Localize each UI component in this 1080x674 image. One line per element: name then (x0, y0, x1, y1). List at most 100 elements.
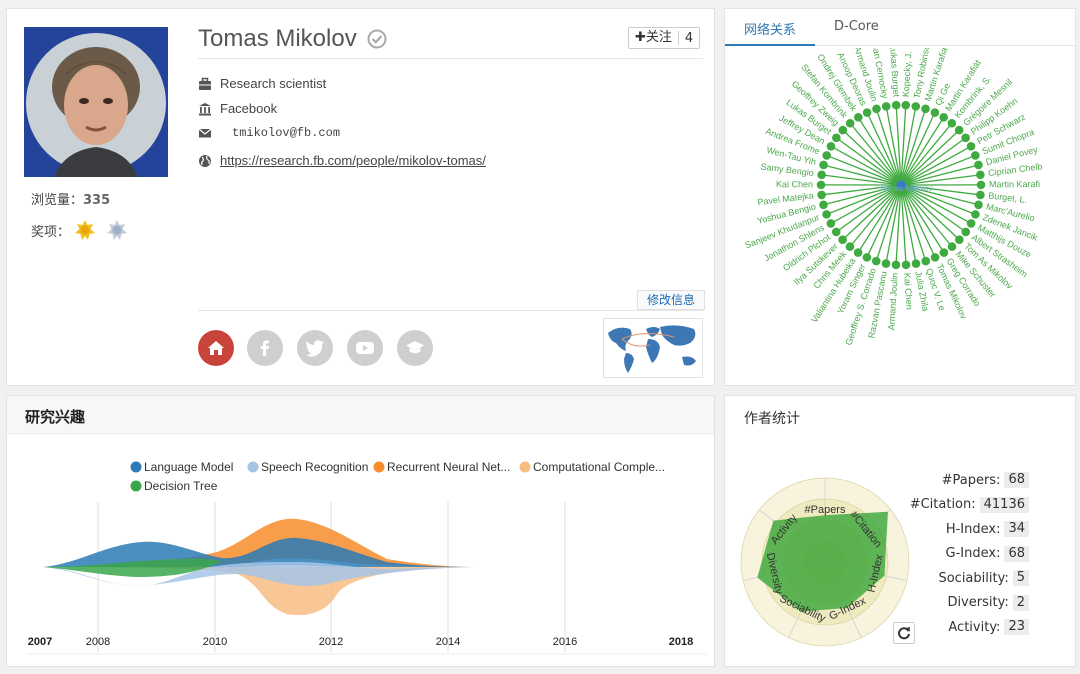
coauthor-node[interactable] (961, 133, 970, 143)
coauthor-node[interactable] (817, 170, 826, 180)
coauthor-node[interactable] (845, 242, 855, 251)
coauthor-node[interactable] (832, 133, 841, 143)
coauthor-node[interactable] (862, 253, 872, 262)
coauthor-link (826, 184, 902, 215)
coauthor-label[interactable]: Kopecky, J. (901, 51, 914, 97)
edit-info-button[interactable]: 修改信息 (637, 290, 706, 310)
coauthor-link (866, 184, 902, 258)
coauthor-link (900, 129, 960, 186)
coauthor-node[interactable] (976, 190, 985, 200)
legend-item[interactable]: Decision Tree (130, 479, 218, 493)
twitter-button[interactable] (297, 330, 333, 366)
coauthor-node[interactable] (961, 227, 971, 237)
legend-label: Computational Comple... (533, 460, 665, 474)
follow-button[interactable]: ✚关注 4 (628, 27, 701, 49)
coauthor-node[interactable] (891, 100, 901, 110)
coauthor-link (900, 184, 907, 265)
coauthor-node[interactable] (881, 259, 891, 268)
coauthor-node[interactable] (822, 210, 831, 219)
coauthor-node[interactable] (816, 180, 826, 190)
views-value: 335 (83, 193, 111, 208)
youtube-button[interactable] (347, 330, 383, 366)
coauthor-label[interactable]: Kai Chen (776, 179, 813, 189)
tab-network[interactable]: 网络关系 (744, 23, 797, 38)
coauthor-node[interactable] (831, 227, 841, 237)
stream-speech-recognition[interactable] (43, 562, 477, 586)
legend-item[interactable]: Speech Recognition (247, 460, 369, 474)
coauthor-node[interactable] (891, 260, 901, 270)
coauthor-link (830, 145, 902, 186)
coauthor-node[interactable] (853, 113, 863, 122)
refresh-button[interactable] (893, 622, 915, 644)
position-row: Research scientist (198, 76, 326, 91)
coauthor-node[interactable] (845, 118, 855, 128)
coauthor-node[interactable] (955, 235, 964, 245)
divider (198, 310, 703, 311)
coauthor-node[interactable] (976, 180, 986, 190)
interest-streamgraph[interactable]: Language Model Speech Recognition Recurren… (7, 434, 714, 666)
coauthor-link (900, 108, 927, 186)
coauthor-node[interactable] (911, 102, 921, 111)
coauthor-node[interactable] (939, 113, 949, 122)
coauthor-node[interactable] (947, 242, 957, 251)
legend-item[interactable]: Computational Comple... (519, 460, 666, 474)
coauthor-node[interactable] (966, 219, 976, 228)
coauthor-node[interactable] (819, 200, 828, 210)
coauthor-node[interactable] (826, 142, 836, 151)
profile-photo (24, 27, 168, 177)
homepage-link[interactable]: https://research.fb.com/people/mikolov-t… (220, 153, 486, 168)
coauthor-node[interactable] (881, 102, 891, 111)
coauthor-node[interactable] (974, 160, 983, 170)
coauthor-label[interactable]: Lukas Burget (888, 48, 901, 98)
coauthor-node[interactable] (954, 125, 964, 135)
coauthor-node[interactable] (921, 104, 930, 114)
coauthor-label[interactable]: Burget, L. (988, 190, 1028, 205)
stream-decision-tree[interactable] (43, 558, 222, 577)
world-map[interactable] (603, 318, 703, 378)
coauthor-node[interactable] (911, 259, 921, 268)
coauthor-node[interactable] (971, 210, 980, 219)
legend-item[interactable]: Language Model (130, 460, 234, 474)
homepage-button[interactable] (198, 330, 234, 366)
coauthor-node[interactable] (838, 235, 847, 245)
stream-computational-complexity[interactable] (43, 567, 477, 616)
coauthor-node[interactable] (971, 151, 980, 160)
coauthor-node[interactable] (822, 151, 831, 160)
coauthor-link (823, 184, 902, 206)
coauthor-node[interactable] (974, 200, 983, 210)
silver-award-icon[interactable] (106, 219, 128, 241)
coauthor-node[interactable] (819, 160, 828, 170)
legend-swatch (130, 480, 142, 492)
coauthor-node[interactable] (901, 100, 911, 110)
coauthor-node[interactable] (853, 248, 863, 257)
stat-row: H-Index: 34 (946, 521, 1029, 537)
coauthor-node[interactable] (872, 104, 881, 114)
coauthor-link (875, 184, 902, 262)
coauthor-node[interactable] (817, 190, 826, 200)
coauthor-label[interactable]: Armand Joulin (886, 272, 900, 330)
coauthor-node[interactable] (966, 142, 976, 151)
coauthor-node[interactable] (871, 256, 881, 266)
scholar-button[interactable] (397, 330, 433, 366)
coauthor-node[interactable] (862, 108, 872, 117)
coauthor-node[interactable] (901, 260, 911, 270)
coauthor-node[interactable] (826, 219, 836, 228)
coauthor-link (900, 137, 967, 186)
tab-dcore[interactable]: D-Core (834, 19, 879, 34)
coauthor-node[interactable] (939, 248, 949, 257)
coauthor-node[interactable] (947, 118, 957, 128)
coauthor-node[interactable] (838, 125, 848, 135)
twitter-icon (305, 340, 324, 357)
facebook-button[interactable] (247, 330, 283, 366)
coauthor-node[interactable] (930, 253, 940, 262)
coauthor-label[interactable]: Kai Chen (902, 272, 914, 310)
gold-award-icon[interactable] (74, 219, 96, 241)
center-node[interactable] (896, 180, 906, 190)
coauthor-node[interactable] (976, 170, 985, 180)
legend-item[interactable]: Recurrent Neural Net... (373, 460, 511, 474)
stream-rnn[interactable] (43, 518, 477, 567)
coauthor-node[interactable] (930, 108, 940, 117)
coauthor-label[interactable]: Martin Karafi (989, 179, 1040, 189)
coauthor-node[interactable] (921, 256, 931, 266)
